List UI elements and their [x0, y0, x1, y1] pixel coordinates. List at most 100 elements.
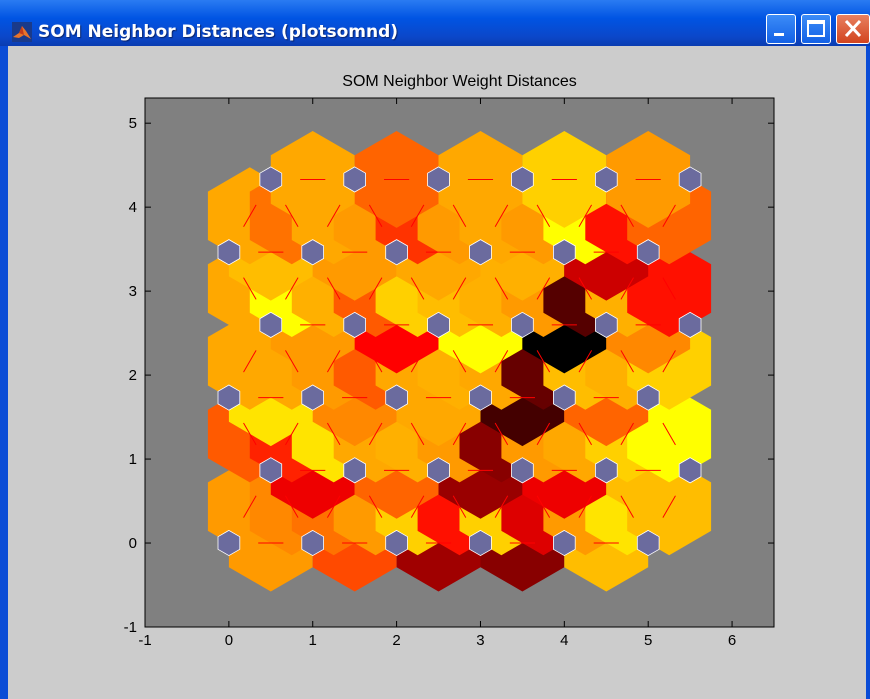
neighbor-connection-line — [536, 277, 551, 300]
neighbor-connection-line — [452, 204, 467, 227]
neighbor-connection-line — [494, 277, 509, 300]
neighbor-connection-line — [536, 495, 551, 518]
x-tick-label: 2 — [392, 632, 400, 649]
neighbor-connection-line — [662, 350, 676, 373]
neighbor-connection-line — [326, 495, 341, 518]
neighbor-connection-line — [536, 350, 551, 373]
neighbor-connection-line — [620, 277, 634, 300]
neighbor-connection-line — [243, 277, 257, 300]
neighbor-connection-line — [243, 495, 257, 518]
neuron-marker — [427, 311, 450, 338]
neighbor-connection-line — [494, 350, 509, 373]
neighbor-connection-line — [578, 422, 593, 446]
neuron-marker — [511, 311, 534, 338]
neighbor-connection-line — [410, 495, 425, 518]
neighbor-connection-line — [620, 204, 634, 227]
neuron-marker — [595, 311, 618, 338]
y-tick-label: 3 — [129, 283, 137, 300]
neighbor-connection-line — [578, 350, 593, 373]
x-tick-label: 4 — [560, 632, 568, 649]
y-tick-label: 2 — [129, 367, 137, 384]
neighbor-connection-line — [285, 495, 299, 518]
neighbor-connection-line — [243, 204, 257, 227]
neighbor-connection-line — [368, 277, 383, 300]
maximize-button[interactable] — [801, 14, 831, 44]
neuron-marker — [636, 239, 660, 266]
neighbor-connection-line — [452, 422, 467, 446]
neuron-marker — [343, 457, 366, 484]
close-icon — [844, 19, 862, 38]
neuron-marker — [259, 311, 283, 338]
neighbor-connection-line — [368, 350, 383, 373]
neighbor-connection-line — [368, 422, 383, 446]
neuron-marker — [385, 529, 408, 557]
neuron-marker — [678, 311, 702, 338]
neighbor-connection-line — [368, 495, 383, 518]
y-tick-label: 5 — [129, 115, 137, 132]
maximize-icon — [807, 20, 825, 37]
neighbor-connection-line — [326, 204, 341, 227]
neuron-marker — [301, 529, 324, 557]
neuron-marker — [469, 529, 492, 557]
neighbor-connection-line — [662, 277, 676, 300]
neighbor-connection-line — [452, 277, 467, 300]
x-tick-label: 6 — [728, 632, 736, 649]
neighbor-connection-line — [662, 422, 676, 446]
neighbor-connection-line — [620, 495, 634, 518]
neuron-marker — [678, 166, 702, 193]
neighbor-connection-line — [494, 204, 509, 227]
neighbor-connection-line — [536, 204, 551, 227]
neighbor-connection-line — [452, 495, 467, 518]
neighbor-connection-line — [578, 204, 593, 227]
y-tick-label: 1 — [129, 451, 137, 468]
neighbor-connection-line — [326, 422, 341, 446]
neuron-marker — [301, 239, 324, 266]
neighbor-connection-line — [410, 422, 425, 446]
neuron-marker — [343, 311, 366, 338]
x-tick-label: -1 — [138, 632, 151, 649]
neighbor-connection-line — [536, 422, 551, 446]
neuron-marker — [511, 457, 534, 484]
neuron-marker — [636, 529, 660, 557]
x-tick-label: 1 — [309, 632, 317, 649]
neuron-marker — [259, 166, 283, 193]
axes-frame — [144, 97, 775, 628]
title-bar[interactable]: SOM Neighbor Distances (plotsomnd) — [0, 0, 870, 46]
neuron-marker — [511, 166, 534, 193]
neuron-marker — [636, 384, 660, 411]
x-tick-label: 3 — [476, 632, 484, 649]
minimize-button[interactable] — [766, 14, 796, 44]
y-tick-label: -1 — [124, 619, 137, 636]
neighbor-connection-line — [662, 204, 676, 227]
neighbor-connection-line — [326, 277, 341, 300]
neuron-marker — [427, 457, 450, 484]
x-tick-label: 0 — [225, 632, 233, 649]
neighbor-connection-line — [620, 422, 634, 446]
neighbor-connection-line — [410, 350, 425, 373]
window-frame-right — [866, 46, 870, 699]
neighbor-connection-line — [285, 422, 299, 446]
neighbor-connection-line — [243, 422, 257, 446]
som-neighbor-distance-plot: SOM Neighbor Weight Distances -1 0 1 2 3 4 5 6 -1… — [124, 73, 775, 649]
neighbor-connection-line — [662, 495, 676, 518]
neuron-marker — [343, 166, 366, 193]
neighbor-connection-line — [620, 350, 634, 373]
close-button[interactable] — [836, 14, 870, 44]
neighbor-connection-line — [243, 350, 257, 373]
neuron-marker — [678, 457, 702, 484]
neuron-marker — [385, 384, 408, 411]
neighbor-connection-line — [285, 350, 299, 373]
y-tick-label: 4 — [129, 199, 137, 216]
neuron-marker — [259, 457, 283, 484]
neuron-marker — [595, 166, 618, 193]
neuron-marker — [217, 384, 241, 411]
neighbor-connection-line — [285, 204, 299, 227]
window-title: SOM Neighbor Distances (plotsomnd) — [38, 22, 399, 42]
y-tick-label: 0 — [129, 535, 137, 552]
neuron-marker — [469, 384, 492, 411]
neuron-marker — [553, 384, 576, 411]
neighbor-connection-line — [494, 422, 509, 446]
neighbor-connection-line — [410, 277, 425, 300]
neighbor-connection-line — [326, 350, 341, 373]
